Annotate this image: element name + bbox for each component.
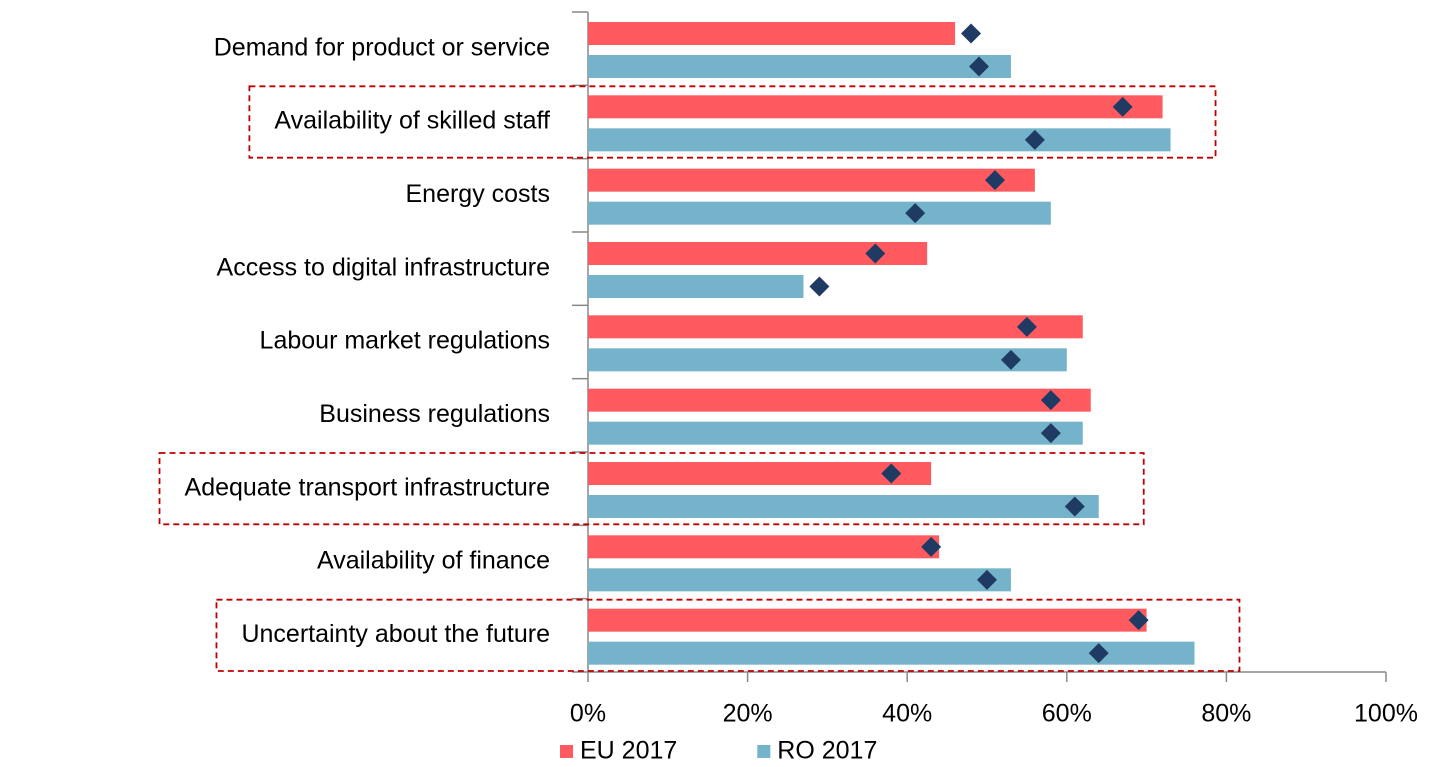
marker	[1024, 129, 1045, 150]
bar	[588, 95, 1163, 119]
bar	[588, 55, 1011, 78]
marker	[921, 536, 942, 557]
bar	[588, 128, 1171, 152]
bar	[588, 201, 1051, 225]
marker	[1112, 96, 1133, 117]
bar	[588, 608, 1147, 632]
category-label: Access to digital infrastructure	[217, 253, 550, 281]
category-label: Energy costs	[405, 180, 550, 208]
bar	[588, 462, 932, 485]
category-label: Availability of finance	[317, 547, 550, 575]
marker	[809, 276, 830, 297]
marker	[1016, 316, 1037, 337]
x-tick-label: 100%	[1354, 700, 1418, 728]
bar	[588, 242, 928, 265]
marker	[1088, 643, 1109, 664]
marker	[961, 23, 982, 44]
category-label: Adequate transport infrastructure	[185, 473, 550, 501]
marker	[1040, 423, 1061, 444]
highlight-box	[215, 598, 1241, 672]
bar	[588, 315, 1083, 339]
bar	[588, 348, 1067, 372]
legend-swatch	[757, 745, 771, 758]
category-label: Labour market regulations	[260, 327, 550, 355]
legend-label: EU 2017	[580, 737, 677, 765]
legend-swatch	[560, 745, 573, 758]
x-tick-label: 0%	[570, 700, 606, 728]
x-tick-label: 40%	[882, 700, 932, 728]
x-tick-label: 60%	[1042, 700, 1092, 728]
marker	[1128, 610, 1149, 631]
marker	[1000, 349, 1021, 370]
bar	[588, 495, 1099, 518]
bar	[588, 168, 1035, 192]
x-tick-label: 80%	[1201, 700, 1251, 728]
bar	[588, 568, 1011, 592]
bar	[588, 388, 1091, 412]
marker	[905, 203, 926, 224]
bar	[588, 22, 956, 45]
category-label: Availability of skilled staff	[274, 107, 550, 135]
bar	[588, 275, 804, 298]
highlight-box	[158, 452, 1145, 526]
x-tick-label: 20%	[723, 700, 773, 728]
category-label: Uncertainty about the future	[241, 620, 550, 648]
marker	[1040, 390, 1061, 411]
bar	[588, 641, 1195, 665]
bar	[588, 421, 1083, 445]
marker	[865, 243, 886, 264]
marker	[881, 463, 902, 484]
marker	[984, 170, 1005, 191]
marker	[1064, 496, 1085, 517]
bar	[588, 535, 940, 559]
highlight-box	[248, 85, 1217, 159]
legend-label: RO 2017	[777, 737, 877, 765]
category-label: Business regulations	[319, 400, 550, 428]
category-label: Demand for product or service	[214, 33, 550, 61]
marker	[977, 569, 997, 590]
marker	[969, 56, 990, 77]
